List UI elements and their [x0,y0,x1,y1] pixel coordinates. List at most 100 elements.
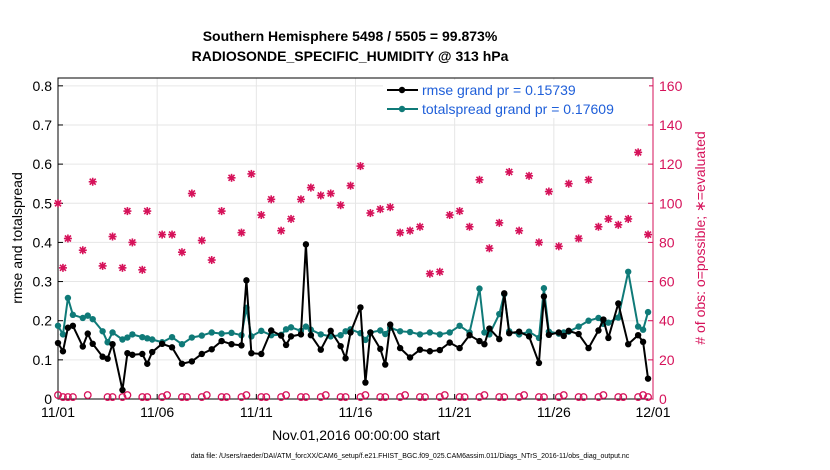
obs-possible-point [63,393,72,401]
y-tick-label: 0.4 [33,234,53,250]
rmse-point [560,332,567,340]
obs-evaluated-core [298,197,304,202]
obs-evaluated-core [358,163,363,169]
obs-possible-point [639,391,648,400]
obs-evaluated-point [634,148,643,157]
totalspread-point [317,331,324,338]
obs-evaluated-core [388,204,393,210]
obs-evaluated-core [239,230,244,235]
y2-tick-label: 80 [659,234,675,250]
chart-subtitle: RADIOSONDE_SPECIFIC_HUMIDITY @ 313 hPa [192,48,509,64]
chart-title: Southern Hemisphere 5498 / 5505 = 99.873… [203,28,498,44]
legend-spread-marker [398,105,406,113]
obs-evaluated-core [308,185,314,190]
y-tick-label: 0.5 [33,195,53,211]
obs-possible-point [559,391,568,400]
obs-possible-point [579,393,588,401]
obs-evaluated-point [435,267,444,276]
obs-evaluated-core [397,230,403,235]
rmse-point [595,327,602,334]
totalspread-point [198,332,205,339]
y2-tick-label: 60 [659,274,675,290]
obs-possible-point [182,393,191,401]
x-tick-label: 11/01 [41,404,75,420]
rmse-point [119,386,126,394]
y2-tick-label: 100 [659,195,683,211]
obs-evaluated-core [378,206,383,212]
y2-tick-label: 120 [659,156,683,172]
rmse-point [69,322,77,329]
rmse-point [476,337,483,345]
totalspread-point [575,323,582,330]
obs-evaluated-core [556,244,561,249]
obs-evaluated-core [576,236,581,241]
obs-evaluated-point [396,228,405,237]
obs-evaluated-point [525,171,534,180]
obs-evaluated-point [356,162,365,171]
obs-possible-point [420,393,429,401]
rmse-point [228,340,235,348]
obs-possible-point [619,393,628,401]
totalspread-point [416,331,424,338]
y-tick-label: 0.7 [33,117,53,133]
obs-evaluated-point [495,218,504,227]
rmse-point [605,334,612,342]
obs-evaluated-core [606,216,611,222]
rmse-point [124,349,131,357]
obs-possible-point [460,393,469,401]
obs-evaluated-core [526,173,532,179]
rmse-point [188,358,196,365]
obs-possible-point [634,393,643,401]
obs-evaluated-core [110,234,115,239]
obs-evaluated-point [614,220,623,229]
legend-spread-label: totalspread grand pr = 0.17609 [422,101,614,117]
rmse-point [565,327,572,335]
obs-evaluated-point [316,191,325,200]
y-tick-label: 0.2 [33,313,53,329]
obs-series [54,148,653,401]
rmse-point [317,346,324,353]
x-tick-label: 11/21 [438,404,472,420]
legend-rmse-label: rmse grand pr = 0.15739 [422,82,576,98]
rmse-point [515,328,523,335]
obs-evaluated-core [80,248,85,253]
obs-evaluated-point [475,175,484,184]
obs-evaluated-core [140,267,145,273]
totalspread-point [595,314,602,322]
obs-evaluated-core [189,191,195,196]
rmse-point [506,330,513,337]
rmse-point [327,327,334,335]
rmse-point [104,355,111,362]
rmse-point [634,331,642,339]
obs-evaluated-core [457,208,462,214]
obs-evaluated-core [130,240,135,245]
obs-possible-point [381,393,390,401]
obs-evaluated-point [63,234,72,243]
rmse-point [342,355,349,362]
obs-evaluated-point [534,238,543,247]
rmse-point [268,327,275,334]
rmse-point [347,329,354,336]
obs-evaluated-core [90,179,95,184]
obs-evaluated-point [143,207,152,216]
totalspread-point [89,315,96,323]
totalspread-point [302,323,310,330]
rmse-point [287,333,295,340]
obs-evaluated-core [635,150,641,155]
totalspread-point [218,330,225,337]
totalspread-point [258,327,265,335]
obs-evaluated-point [123,207,132,216]
totalspread-point [119,336,126,343]
y-tick-label: 0.8 [33,78,53,94]
obs-possible-point [277,393,286,401]
obs-possible-point [158,393,167,401]
obs-evaluated-core [616,222,621,227]
obs-possible-point [515,393,524,401]
totalspread-point [149,336,156,343]
obs-evaluated-point [78,246,87,255]
footer-filename: data file: /Users/raeder/DAI/ATM_forcXX/… [191,453,630,460]
rmse-point [639,338,647,346]
obs-evaluated-point [554,242,563,251]
rmse-point [168,344,176,351]
obs-evaluated-point [287,214,296,223]
